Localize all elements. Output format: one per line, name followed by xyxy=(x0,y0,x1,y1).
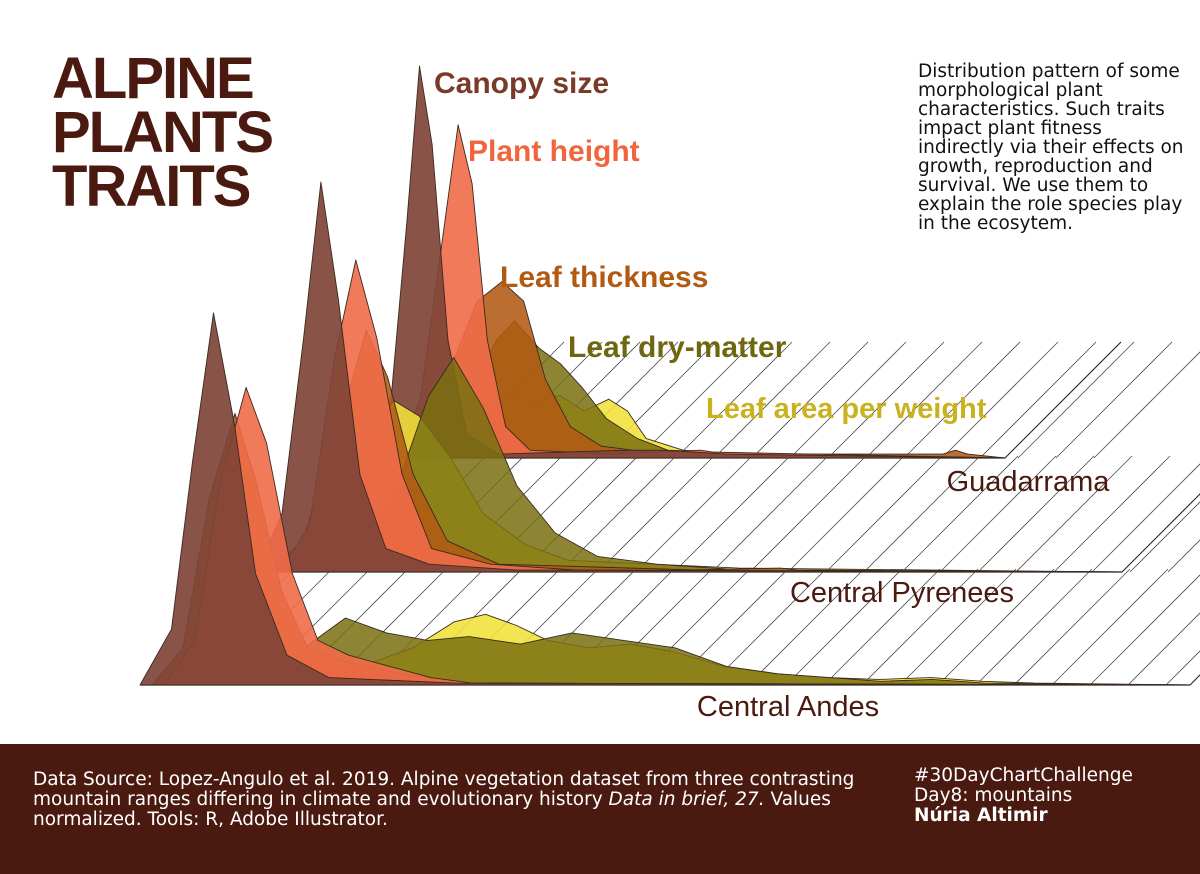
hatch-line xyxy=(1013,568,1131,686)
hatch-line xyxy=(939,455,1057,573)
mountain-label-guadarrama: Guadarrama xyxy=(947,466,1111,498)
source-suffix: Values normalized. Tools: R, Adobe Illus… xyxy=(33,789,831,830)
hatch-line xyxy=(673,455,791,573)
hatch-line xyxy=(675,341,793,459)
hatch-line xyxy=(903,341,1021,459)
hatch-line xyxy=(979,341,1097,459)
ridgeline-chart: Guadarrama Central Pyrenees Central Andes C… xyxy=(139,65,1200,723)
mountain-label-central-pyrenees: Central Pyrenees xyxy=(790,577,1014,609)
hatch-line xyxy=(975,568,1093,686)
hatch-line xyxy=(751,341,869,459)
hatch-line xyxy=(1091,463,1200,573)
hatch-line xyxy=(1051,568,1169,686)
panel-edge xyxy=(1189,674,1200,686)
hatch-line xyxy=(1055,341,1173,459)
hatch-line xyxy=(785,568,903,686)
hatch-line xyxy=(1089,574,1200,686)
hatch-line xyxy=(863,455,981,573)
hatch-line xyxy=(1127,612,1200,686)
chart-description: Distribution pattern of some morphologic… xyxy=(918,61,1184,234)
trait-label-canopy: Canopy size xyxy=(434,67,609,100)
hatch-line xyxy=(1017,341,1135,459)
data-source-note: Data Source: Lopez-Angulo et al. 2019. A… xyxy=(33,770,893,830)
hatch-line xyxy=(941,341,1059,459)
hatch-line xyxy=(787,455,905,573)
hatch-line xyxy=(827,341,945,459)
hatch-line xyxy=(937,568,1055,686)
trait-label-drymatter: Leaf dry-matter xyxy=(568,331,787,364)
title-line-1: ALPINE xyxy=(52,46,255,111)
hatch-line xyxy=(597,455,715,573)
footer-bar: Data Source: Lopez-Angulo et al. 2019. A… xyxy=(0,744,1200,874)
hatch-line xyxy=(823,568,941,686)
hatch-line xyxy=(637,341,755,459)
hatch-line xyxy=(1053,455,1171,573)
hatch-line xyxy=(711,455,829,573)
hatch-line xyxy=(1093,351,1200,459)
author-name: Núria Altimir xyxy=(914,805,1048,826)
hatch-line xyxy=(709,568,827,686)
hatch-line xyxy=(789,341,907,459)
panel-edge xyxy=(1004,341,1122,459)
source-prefix: Data Source: Lopez-Angulo et al. 2019. A… xyxy=(33,769,855,810)
ridge-drymatter-central-andes xyxy=(159,617,1191,686)
challenge-tag: #30DayChartChallenge Day8: mountains Núr… xyxy=(914,766,1194,826)
ridge-canopy-central-andes xyxy=(139,312,1191,686)
hashtag: #30DayChartChallenge xyxy=(914,765,1133,786)
hatch-line xyxy=(861,568,979,686)
hatch-line xyxy=(901,455,1019,573)
mountain-label-central-andes: Central Andes xyxy=(697,691,879,723)
hatch-line xyxy=(635,455,753,573)
hatch-line xyxy=(977,455,1095,573)
hatch-line xyxy=(1015,455,1133,573)
title-line-2: PLANTS xyxy=(52,100,274,165)
hatch-line xyxy=(1129,501,1200,573)
hatch-line xyxy=(825,455,943,573)
hatch-line xyxy=(1165,650,1200,686)
hatch-line xyxy=(749,455,867,573)
challenge-day: Day8: mountains xyxy=(914,785,1073,806)
trait-label-area: Leaf area per weight xyxy=(706,393,987,425)
hatch-line xyxy=(899,568,1017,686)
title-line-3: TRAITS xyxy=(52,154,251,219)
hatch-line xyxy=(1167,539,1200,573)
hatch-line xyxy=(713,341,831,459)
trait-label-height: Plant height xyxy=(468,135,640,168)
source-journal: Data in brief, 27. xyxy=(608,789,765,810)
chart-title: ALPINE PLANTS TRAITS xyxy=(52,46,274,219)
hatch-line xyxy=(865,341,983,459)
hatch-line xyxy=(747,568,865,686)
panel-edge xyxy=(1121,493,1200,573)
trait-label-thickness: Leaf thickness xyxy=(500,261,708,294)
ridge-canopy-central-pyrenees xyxy=(255,181,1123,573)
